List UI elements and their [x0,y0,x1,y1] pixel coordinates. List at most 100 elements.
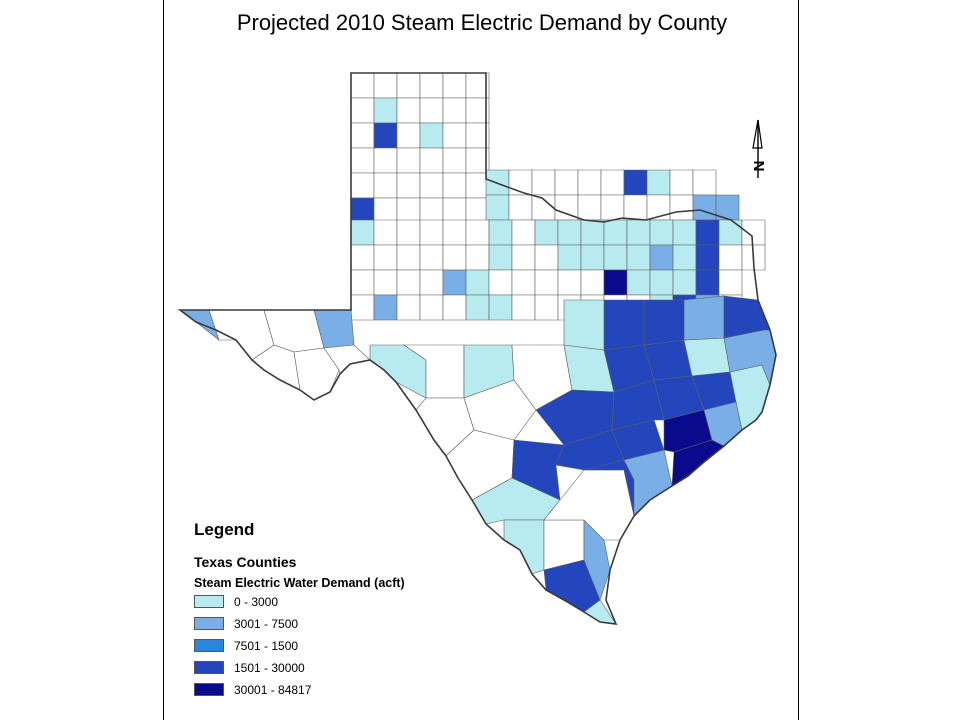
county [442,147,467,174]
texas-counties-layer [179,72,777,625]
county [718,269,743,296]
county [465,219,490,246]
county [419,72,444,99]
legend-class-2: 3001 - 7500 [194,613,494,634]
county [485,194,510,221]
county [373,244,398,271]
county [442,294,467,321]
county [623,169,648,196]
county [419,122,444,149]
county [373,147,398,174]
county [580,269,605,296]
county [488,294,513,321]
county [419,219,444,246]
legend-class-label: 1501 - 30000 [234,660,305,675]
legend-layer-name: Texas Counties [194,554,297,570]
county [557,269,582,296]
legend-swatch [194,661,224,674]
legend-class-3: 7501 - 1500 [194,635,494,656]
county [350,122,375,149]
county [419,97,444,124]
county [626,219,651,246]
county [442,172,467,199]
county [396,97,421,124]
county [396,72,421,99]
county [350,219,375,246]
legend-class-5: 30001 - 84817 [194,679,494,700]
county [396,219,421,246]
county [373,294,398,321]
texas-state-outline [177,72,777,625]
county [626,244,651,271]
county [692,194,717,221]
county [463,379,537,441]
county [503,519,545,575]
county [465,244,490,271]
legend-swatch [194,683,224,696]
legend-class-4: 1501 - 30000 [194,657,494,678]
legend-class-label: 7501 - 1500 [234,638,299,653]
county [508,194,533,221]
county [350,172,375,199]
county [649,269,674,296]
county [419,269,444,296]
county [695,244,720,271]
county [554,169,579,196]
county [695,269,720,296]
county [603,299,645,351]
county [511,219,536,246]
county [669,194,694,221]
county [643,299,685,346]
legend-class-1: 0 - 3000 [194,591,494,612]
county [557,219,582,246]
county [465,294,490,321]
county [649,244,674,271]
county [511,244,536,271]
county [350,72,375,99]
county [465,197,490,224]
county [442,197,467,224]
county [419,147,444,174]
legend-swatch [194,595,224,608]
county [534,294,559,321]
county [442,219,467,246]
county [350,97,375,124]
county [350,147,375,174]
county [511,269,536,296]
map-frame: Projected 2010 Steam Electric Demand by … [163,0,799,720]
county [350,197,375,224]
county [695,219,720,246]
county [718,244,743,271]
county [396,147,421,174]
legend-class-label: 30001 - 84817 [234,682,312,697]
map-title: Projected 2010 Steam Electric Demand by … [236,10,728,35]
county [350,294,375,321]
county [396,269,421,296]
county [534,219,559,246]
county [692,169,717,196]
county [672,219,697,246]
county [373,269,398,296]
legend-swatch [194,617,224,630]
county [396,294,421,321]
legend-class-label: 3001 - 7500 [234,616,299,631]
county [577,169,602,196]
county [396,244,421,271]
county [511,439,565,501]
county [741,219,766,246]
county [511,294,536,321]
county [577,194,602,221]
county [557,244,582,271]
county [649,219,674,246]
county [534,244,559,271]
county [373,172,398,199]
legend-swatch [194,639,224,652]
county [442,122,467,149]
county [580,219,605,246]
north-arrow-icon: N [750,119,767,178]
county [396,197,421,224]
county [350,244,375,271]
county [626,269,651,296]
county [350,269,375,296]
county [603,269,628,296]
